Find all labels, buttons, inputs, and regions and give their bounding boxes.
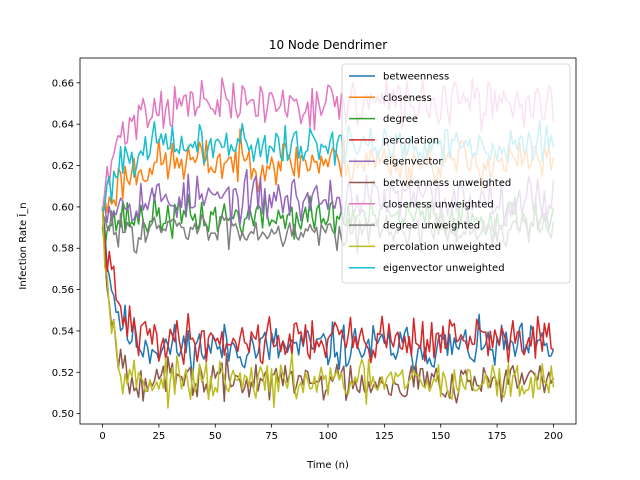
x-tick-label: 125 xyxy=(375,431,394,442)
x-tick-label: 50 xyxy=(209,431,222,442)
x-tick-label: 150 xyxy=(431,431,450,442)
legend-label: degree unweighted xyxy=(383,221,480,232)
y-tick-label: 0.58 xyxy=(52,244,74,255)
y-tick-label: 0.60 xyxy=(52,202,74,213)
x-axis: 0 25 50 75 100 125 150 175 200 xyxy=(99,424,563,442)
y-tick-label: 0.56 xyxy=(52,285,74,296)
y-tick-label: 0.52 xyxy=(52,368,74,379)
legend-label: betweenness xyxy=(383,72,449,83)
legend-label: closeness xyxy=(383,93,432,104)
legend-label: percolation unweighted xyxy=(383,242,501,253)
legend-label: closeness unweighted xyxy=(383,199,494,210)
chart-title: 10 Node Dendrimer xyxy=(269,38,387,52)
x-tick-label: 25 xyxy=(153,431,166,442)
legend-label: degree xyxy=(383,114,418,125)
legend-label: eigenvector xyxy=(383,157,443,168)
y-tick-label: 0.66 xyxy=(52,78,74,89)
x-tick-label: 75 xyxy=(265,431,278,442)
x-tick-label: 200 xyxy=(544,431,563,442)
x-tick-label: 175 xyxy=(488,431,507,442)
series-line xyxy=(101,206,554,365)
legend: betweenness closeness degree percolation eig… xyxy=(341,63,571,284)
series-line xyxy=(101,206,555,409)
y-tick-label: 0.64 xyxy=(52,120,74,131)
y-tick-label: 0.62 xyxy=(52,161,74,172)
x-tick-label: 100 xyxy=(318,431,337,442)
legend-box xyxy=(341,63,571,284)
y-tick-label: 0.54 xyxy=(52,326,74,337)
x-axis-label: Time (n) xyxy=(306,460,349,471)
legend-label: eigenvector unweighted xyxy=(383,263,505,274)
y-axis-label: Infection Rate Ī_n xyxy=(16,202,29,289)
y-axis: 0.50 0.52 0.54 0.56 0.58 0.60 0.62 0.64 0.66 xyxy=(52,78,80,420)
x-tick-label: 0 xyxy=(99,431,105,442)
legend-label: percolation xyxy=(383,135,439,146)
plot-frame xyxy=(79,57,577,425)
legend-label: betweenness unweighted xyxy=(383,178,511,189)
y-tick-label: 0.50 xyxy=(52,409,74,420)
